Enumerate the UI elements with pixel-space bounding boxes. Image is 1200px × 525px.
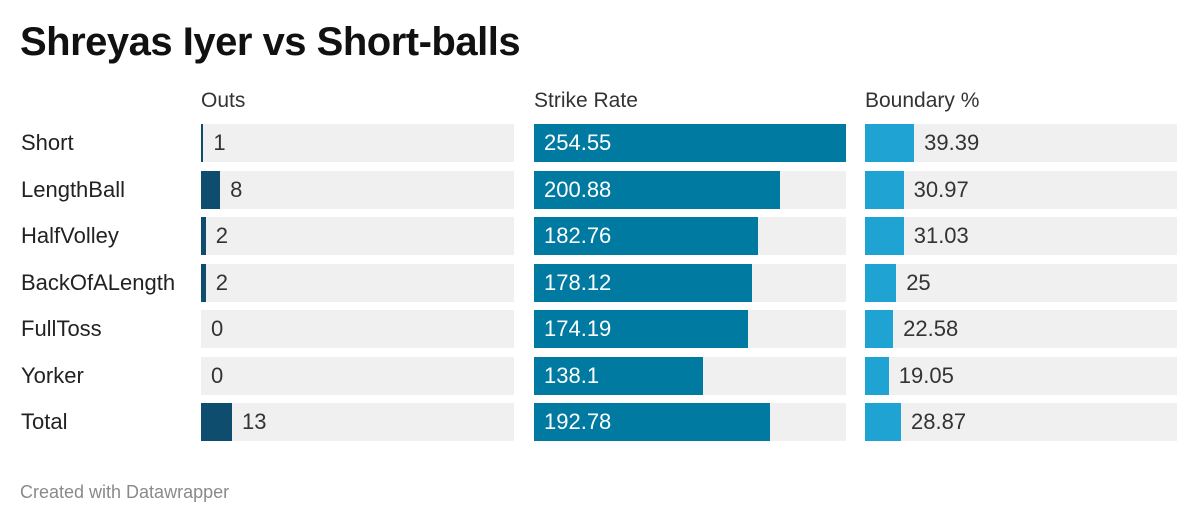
- data-label: 254.55: [544, 130, 612, 155]
- bar: [201, 264, 206, 302]
- bar: [534, 310, 748, 348]
- bar-track: 0: [201, 357, 514, 395]
- bar: [534, 357, 704, 395]
- data-label: 30.97: [913, 177, 969, 202]
- bar-track: 138.1: [534, 357, 846, 395]
- data-label: 174.19: [544, 316, 612, 341]
- bar: [865, 171, 904, 209]
- bar: [865, 217, 904, 255]
- bar: [534, 264, 753, 302]
- data-label: 19.05: [898, 363, 954, 388]
- row-label: FullToss: [21, 316, 102, 341]
- bar-track: 192.78: [534, 403, 846, 441]
- bar-track: 19.05: [865, 357, 1177, 395]
- bar: [201, 171, 221, 209]
- data-label: 39.39: [924, 130, 980, 155]
- bar-track: 39.39: [865, 124, 1177, 162]
- bar-track: 0: [201, 310, 514, 348]
- bar-track: 1: [201, 124, 514, 162]
- bar-track: 182.76: [534, 217, 846, 255]
- data-label: 1: [213, 130, 226, 155]
- data-label: 178.12: [544, 270, 612, 295]
- bar-track: 2: [201, 264, 514, 302]
- data-label: 0: [211, 363, 224, 388]
- bar: [534, 171, 781, 209]
- data-label: 200.88: [544, 177, 612, 202]
- bar-track: 254.55: [534, 124, 846, 162]
- bar-track: 174.19: [534, 310, 846, 348]
- row-label: HalfVolley: [21, 223, 119, 248]
- data-label: 8: [230, 177, 243, 202]
- chart-title: Shreyas Iyer vs Short-balls: [20, 20, 521, 64]
- column-header-0: Outs: [201, 89, 246, 112]
- bar-track: 8: [201, 171, 514, 209]
- row-label: Total: [21, 409, 68, 434]
- bar: [865, 264, 897, 302]
- data-label: 22.58: [903, 316, 959, 341]
- bar: [534, 217, 758, 255]
- data-label: 2: [215, 223, 229, 248]
- credit-text: Created with Datawrapper: [20, 482, 230, 502]
- bar: [201, 403, 233, 441]
- bar-track: 22.58: [865, 310, 1177, 348]
- row-label: LengthBall: [21, 177, 125, 202]
- bar-track: 200.88: [534, 171, 846, 209]
- bar: [865, 310, 894, 348]
- data-label: 192.78: [544, 409, 612, 434]
- bar-track: 25: [865, 264, 1177, 302]
- bar: [865, 357, 889, 395]
- data-label: 31.03: [913, 223, 969, 248]
- data-label: 182.76: [544, 223, 612, 248]
- data-label: 25: [906, 270, 931, 295]
- bar-track: 2: [201, 217, 514, 255]
- bar: [201, 124, 204, 162]
- bar: [865, 124, 915, 162]
- bar-track: 13: [201, 403, 514, 441]
- bar-track: 31.03: [865, 217, 1177, 255]
- bar-track: 28.87: [865, 403, 1177, 441]
- bar: [534, 124, 846, 162]
- bar-track: 178.12: [534, 264, 846, 302]
- bar: [534, 403, 771, 441]
- data-label: 138.1: [544, 363, 600, 388]
- row-label: BackOfALength: [21, 270, 176, 295]
- bar: [865, 403, 902, 441]
- row-label: Yorker: [21, 363, 84, 388]
- data-label: 0: [211, 316, 224, 341]
- row-label: Short: [21, 130, 74, 155]
- column-header-2: Boundary %: [865, 89, 980, 112]
- data-label: 2: [215, 270, 229, 295]
- column-header-1: Strike Rate: [534, 89, 638, 112]
- bar: [201, 217, 206, 255]
- bar-track: 30.97: [865, 171, 1177, 209]
- data-label: 13: [242, 409, 267, 434]
- data-label: 28.87: [911, 409, 967, 434]
